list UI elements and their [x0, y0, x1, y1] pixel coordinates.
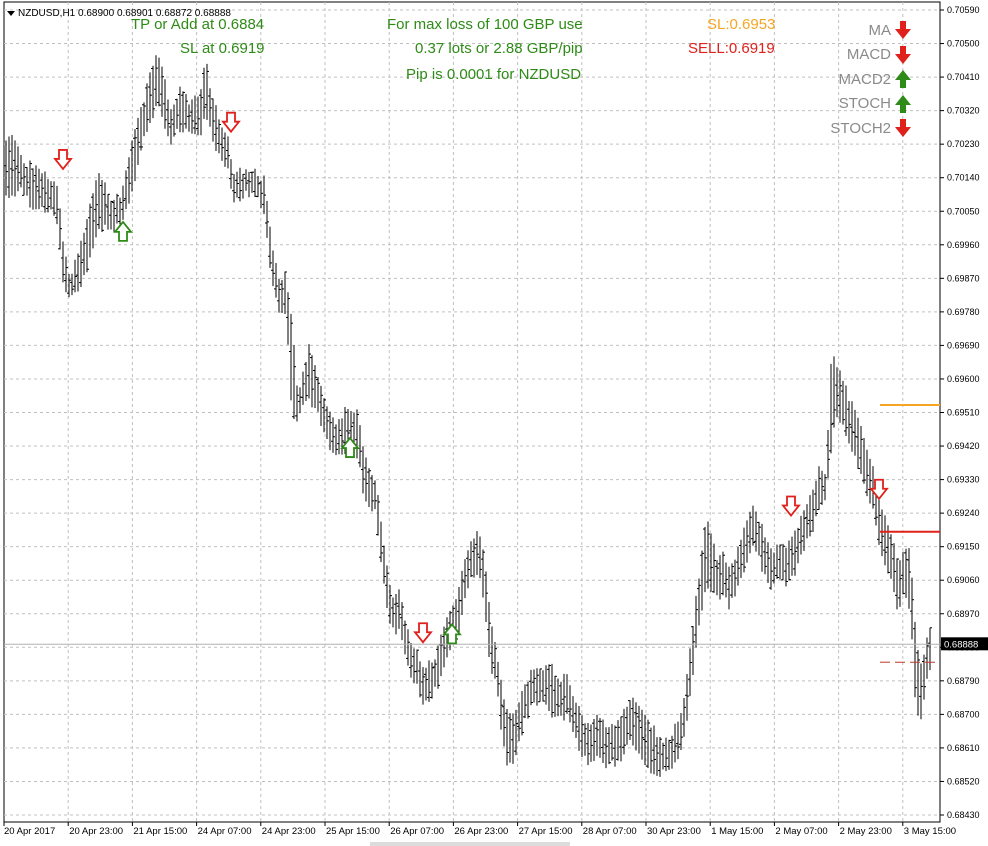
indicator-label: MA — [868, 21, 892, 39]
risk-line-2: 0.37 lots or 2.88 GBP/pip — [415, 40, 583, 57]
indicator-macd2: MACD2 — [838, 68, 912, 90]
current-price-tag — [941, 637, 988, 651]
y-tick-label: 0.70320 — [947, 106, 980, 116]
x-tick-label: 25 Apr 15:00 — [326, 826, 380, 837]
risk-line-3: Pip is 0.0001 for NZDUSD — [406, 66, 582, 83]
y-tick-label: 0.69060 — [947, 575, 980, 585]
y-tick-label: 0.68430 — [947, 810, 980, 820]
x-tick-label: 2 May 23:00 — [840, 826, 892, 837]
sell-signal-arrow-icon[interactable] — [869, 478, 889, 501]
y-tick-label: 0.68970 — [947, 609, 980, 619]
y-tick-label: 0.69960 — [947, 240, 980, 250]
buy-signal-arrow-icon[interactable] — [113, 220, 133, 242]
risk-line-1: For max loss of 100 GBP use — [387, 16, 583, 33]
y-tick-label: 0.69690 — [947, 340, 980, 350]
arrow-up-icon — [895, 94, 911, 113]
y-tick-label: 0.69600 — [947, 374, 980, 384]
symbol-dropdown-icon[interactable] — [7, 11, 15, 16]
y-tick-label: 0.68610 — [947, 743, 980, 753]
y-tick-label: 0.69870 — [947, 273, 980, 283]
y-tick-label: 0.69150 — [947, 542, 980, 552]
y-tick-label: 0.68520 — [947, 776, 980, 786]
indicator-stoch2: STOCH2 — [830, 117, 912, 139]
y-tick-label: 0.70230 — [947, 139, 980, 149]
x-tick-label: 24 Apr 07:00 — [198, 826, 252, 837]
indicator-label: MACD2 — [838, 70, 891, 88]
sell-signal-arrow-icon[interactable] — [53, 149, 73, 171]
sell-signal-arrow-icon[interactable] — [221, 111, 241, 134]
y-tick-label: 0.70410 — [947, 72, 980, 82]
symbol-label: NZDUSD,H1 — [18, 8, 76, 19]
x-tick-label: 28 Apr 07:00 — [583, 826, 637, 837]
y-tick-label: 0.68700 — [947, 709, 980, 719]
y-tick-label: 0.68790 — [947, 676, 980, 686]
x-tick-label: 20 Apr 23:00 — [69, 826, 123, 837]
y-tick-label: 0.69240 — [947, 508, 980, 518]
y-tick-label: 0.69330 — [947, 475, 980, 485]
x-tick-label: 27 Apr 15:00 — [519, 826, 573, 837]
y-tick-label: 0.69510 — [947, 408, 980, 418]
current-price-label: 0.68888 — [944, 639, 978, 650]
indicator-label: STOCH — [838, 95, 891, 112]
y-tick-label: 0.70140 — [947, 173, 980, 183]
arrow-down-icon — [895, 119, 911, 137]
chart-scrollbar[interactable] — [370, 842, 570, 846]
sl-price-label: SL:0.6953 — [707, 16, 776, 33]
indicator-ma: MA — [869, 19, 913, 41]
tp-label: TP or Add at 0.6884 — [131, 16, 265, 33]
x-tick-label: 2 May 07:00 — [775, 826, 827, 837]
sell-signal-arrow-icon[interactable] — [413, 622, 433, 644]
y-tick-label: 0.70050 — [947, 206, 980, 216]
y-tick-label: 0.70500 — [947, 39, 980, 49]
y-tick-label: 0.70590 — [947, 5, 980, 15]
chart-header: NZDUSD,H1 0.68900 0.68901 0.68872 0.6888… — [18, 8, 231, 19]
sell-price-label: SELL:0.6919 — [688, 40, 775, 57]
x-tick-label: 1 May 15:00 — [711, 826, 763, 837]
ohlc-values: 0.68900 0.68901 0.68872 0.68888 — [78, 8, 231, 19]
x-tick-label: 24 Apr 23:00 — [262, 826, 316, 837]
buy-signal-arrow-icon[interactable] — [442, 622, 462, 645]
indicator-label: STOCH2 — [830, 119, 891, 137]
y-tick-label: 0.69420 — [947, 441, 980, 451]
indicator-label: MACD — [846, 46, 891, 63]
x-tick-label: 26 Apr 23:00 — [454, 826, 508, 837]
y-tick-label: 0.69780 — [947, 307, 980, 317]
buy-signal-arrow-icon[interactable] — [340, 436, 360, 458]
x-tick-label: 20 Apr 2017 — [4, 826, 55, 837]
arrow-down-icon — [895, 21, 911, 39]
x-tick-label: 26 Apr 07:00 — [390, 826, 444, 837]
arrow-down-icon — [895, 45, 911, 64]
indicator-macd: MACD — [847, 44, 912, 66]
x-tick-label: 3 May 15:00 — [904, 826, 956, 837]
sell-signal-arrow-icon[interactable] — [781, 495, 801, 517]
arrow-up-icon — [895, 70, 911, 88]
indicator-stoch: STOCH — [839, 93, 912, 115]
sl-text: SL at 0.6919 — [180, 40, 265, 57]
x-tick-label: 30 Apr 23:00 — [647, 826, 701, 837]
x-tick-label: 21 Apr 15:00 — [133, 826, 187, 837]
